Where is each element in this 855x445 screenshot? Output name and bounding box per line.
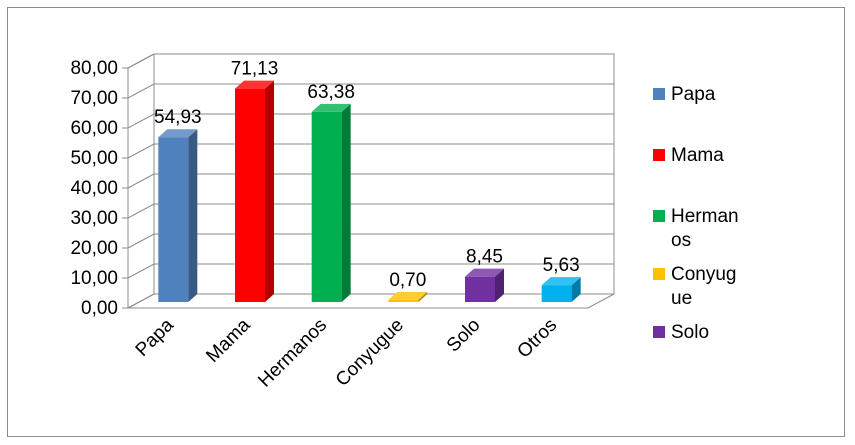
legend-label: Herman: [671, 206, 739, 227]
bar-front: [388, 299, 419, 302]
y-tick-label: 70,00: [70, 88, 118, 109]
x-tick-label: Otros: [514, 315, 562, 363]
side-wall-top: [127, 53, 155, 69]
bar-side: [495, 268, 504, 302]
legend-swatch: [653, 210, 665, 222]
legend-swatch: [653, 88, 665, 100]
legend-label: ue: [671, 288, 692, 309]
bar-side: [341, 103, 351, 302]
data-label: 63,38: [307, 82, 355, 103]
side-wall-gridline: [127, 263, 155, 279]
bar-chart: 0,00 10,00 20,00 30,00 40,00 50,00 60,00 70,00 8…: [70, 53, 739, 392]
legend-swatch: [653, 149, 665, 161]
data-label: 8,45: [466, 247, 503, 268]
y-tick-label: 60,00: [70, 118, 118, 139]
bar-front: [158, 137, 189, 302]
legend-label: Papa: [671, 84, 716, 105]
bar-front: [235, 88, 265, 302]
bar-top: [388, 291, 428, 300]
side-wall-gridline: [127, 203, 155, 219]
chart-frame: 0,00 10,00 20,00 30,00 40,00 50,00 60,00 70,00 8…: [7, 7, 845, 437]
legend-label: os: [671, 230, 691, 251]
y-tick-label: 80,00: [70, 58, 118, 79]
bar-side: [265, 80, 274, 302]
x-tick-label: Mama: [202, 314, 254, 366]
x-tick-label: Conyugue: [332, 315, 408, 391]
y-tick-label: 20,00: [70, 238, 118, 259]
side-wall-gridline: [127, 143, 155, 159]
bar-side: [418, 291, 428, 302]
bar-front: [465, 276, 495, 302]
bar-side: [571, 277, 581, 302]
x-tick-label: Solo: [443, 315, 485, 357]
legend-label: Mama: [671, 145, 724, 166]
bar-top: [541, 277, 581, 286]
bar-front: [541, 285, 572, 302]
legend-swatch: [653, 326, 665, 338]
data-label: 71,13: [231, 59, 279, 80]
legend-label: Conyug: [671, 264, 737, 285]
legend-label: Solo: [671, 322, 709, 343]
bar-front: [311, 111, 342, 302]
side-wall-gridline: [127, 233, 155, 249]
data-label: 54,93: [154, 107, 202, 128]
bar-side: [188, 129, 198, 302]
data-label: 0,70: [389, 270, 426, 291]
side-wall-gridline: [127, 83, 155, 99]
y-tick-label: 40,00: [70, 178, 118, 199]
bar-top: [158, 129, 198, 138]
side-wall-gridline: [127, 173, 155, 189]
floor: [127, 293, 615, 309]
x-tick-label: Hermanos: [254, 315, 331, 392]
bar-top: [235, 80, 274, 89]
x-tick-label: Papa: [132, 314, 179, 361]
side-wall-gridline: [127, 113, 155, 129]
bar-top: [311, 103, 351, 112]
data-label: 5,63: [543, 255, 580, 276]
y-tick-label: 50,00: [70, 148, 118, 169]
y-tick-label: 30,00: [70, 208, 118, 229]
y-tick-label: 10,00: [70, 268, 118, 289]
y-tick-label: 0,00: [81, 298, 118, 319]
legend-swatch: [653, 268, 665, 280]
bar-top: [465, 268, 504, 277]
